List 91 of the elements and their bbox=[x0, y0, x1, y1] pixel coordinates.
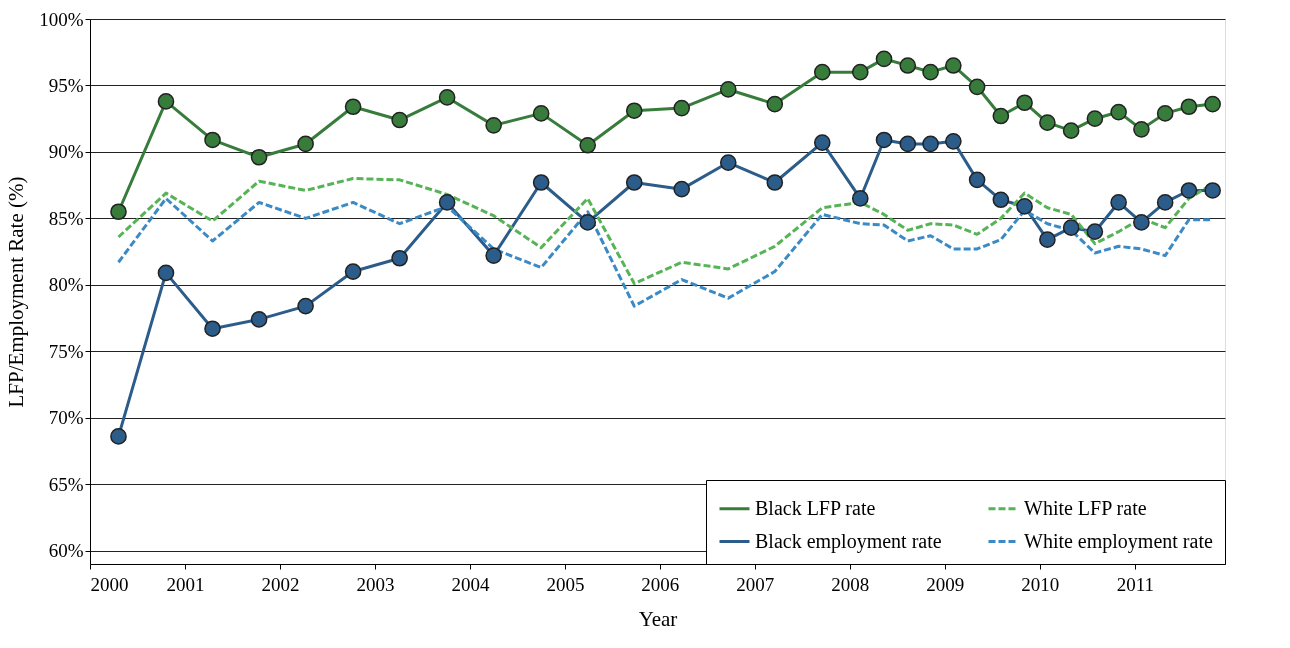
point bbox=[968, 78, 986, 96]
legend-label: Black employment rate bbox=[755, 529, 942, 553]
point bbox=[485, 117, 502, 134]
point bbox=[438, 194, 456, 211]
x-tick-label: 2001 bbox=[166, 573, 205, 595]
x-tick-label: 2007 bbox=[736, 573, 775, 595]
point bbox=[1086, 223, 1104, 240]
legend-label: White LFP rate bbox=[1024, 496, 1147, 519]
point bbox=[899, 135, 917, 153]
point bbox=[438, 89, 456, 106]
point bbox=[673, 180, 691, 198]
point bbox=[1086, 110, 1104, 128]
x-tick-label: 2010 bbox=[1021, 573, 1060, 595]
x-tick-label: 2003 bbox=[356, 573, 395, 595]
point bbox=[579, 136, 597, 154]
point bbox=[579, 214, 597, 231]
point bbox=[250, 311, 268, 328]
x-tick-label: 2009 bbox=[926, 573, 965, 595]
point bbox=[1110, 194, 1127, 211]
point bbox=[851, 63, 869, 81]
point bbox=[992, 191, 1010, 209]
point bbox=[1180, 98, 1198, 116]
x-tick-label: 2011 bbox=[1116, 573, 1154, 595]
point bbox=[813, 134, 831, 151]
point bbox=[204, 131, 221, 149]
y-tick-label: 70% bbox=[48, 407, 84, 429]
point bbox=[1180, 182, 1198, 199]
point bbox=[485, 247, 502, 264]
point bbox=[110, 428, 127, 445]
point bbox=[532, 105, 550, 122]
point bbox=[1156, 105, 1174, 122]
point bbox=[1110, 103, 1127, 121]
point bbox=[250, 148, 268, 166]
point bbox=[1016, 198, 1033, 215]
point bbox=[157, 93, 175, 110]
point bbox=[625, 102, 643, 120]
y-tick-label: 60% bbox=[48, 540, 84, 562]
point bbox=[625, 174, 643, 191]
x-tick-label: 2002 bbox=[261, 573, 300, 595]
point bbox=[1204, 182, 1221, 199]
point bbox=[766, 174, 784, 191]
point bbox=[766, 95, 784, 113]
y-tick-label: 75% bbox=[48, 340, 84, 362]
legend-label: Black LFP rate bbox=[755, 496, 876, 519]
point bbox=[1039, 231, 1056, 248]
x-tick-label: 2006 bbox=[641, 573, 680, 595]
point bbox=[945, 132, 962, 150]
x-tick-label: 2005 bbox=[546, 573, 585, 595]
point bbox=[391, 111, 408, 129]
point bbox=[922, 63, 939, 81]
point bbox=[899, 57, 917, 74]
point bbox=[344, 98, 362, 116]
point bbox=[1062, 219, 1080, 237]
point bbox=[297, 135, 314, 153]
y-tick-label: 90% bbox=[48, 141, 84, 163]
point bbox=[875, 50, 893, 68]
y-tick-label: 80% bbox=[48, 274, 84, 296]
legend-label: White employment rate bbox=[1024, 529, 1213, 553]
point bbox=[157, 264, 175, 282]
point bbox=[922, 135, 939, 153]
point bbox=[851, 190, 869, 207]
point bbox=[1156, 194, 1174, 211]
x-axis-title: Year bbox=[638, 606, 678, 631]
point bbox=[673, 99, 691, 117]
point bbox=[813, 63, 831, 81]
point bbox=[1133, 214, 1150, 231]
point bbox=[1062, 122, 1080, 139]
point bbox=[344, 263, 362, 280]
point bbox=[1039, 114, 1056, 131]
y-axis-title: LFP/Employment Rate (%) bbox=[4, 176, 29, 408]
y-tick-label: 65% bbox=[48, 473, 84, 495]
point bbox=[945, 57, 962, 74]
point bbox=[1204, 95, 1221, 113]
point bbox=[1016, 94, 1033, 112]
point bbox=[532, 174, 550, 191]
y-tick-label: 85% bbox=[48, 207, 84, 229]
point bbox=[297, 297, 314, 315]
x-tick-label: 2000 bbox=[90, 573, 129, 595]
y-tick-label: 95% bbox=[48, 74, 84, 96]
x-tick-label: 2004 bbox=[451, 573, 490, 595]
point bbox=[204, 320, 221, 338]
x-tick-label: 2008 bbox=[831, 573, 870, 595]
point bbox=[992, 107, 1010, 125]
point bbox=[1133, 121, 1150, 138]
point bbox=[110, 203, 127, 221]
point bbox=[968, 171, 986, 189]
y-tick-label: 100% bbox=[39, 8, 84, 30]
point bbox=[875, 131, 893, 149]
point bbox=[391, 249, 408, 267]
point bbox=[719, 81, 737, 98]
point bbox=[719, 154, 737, 171]
